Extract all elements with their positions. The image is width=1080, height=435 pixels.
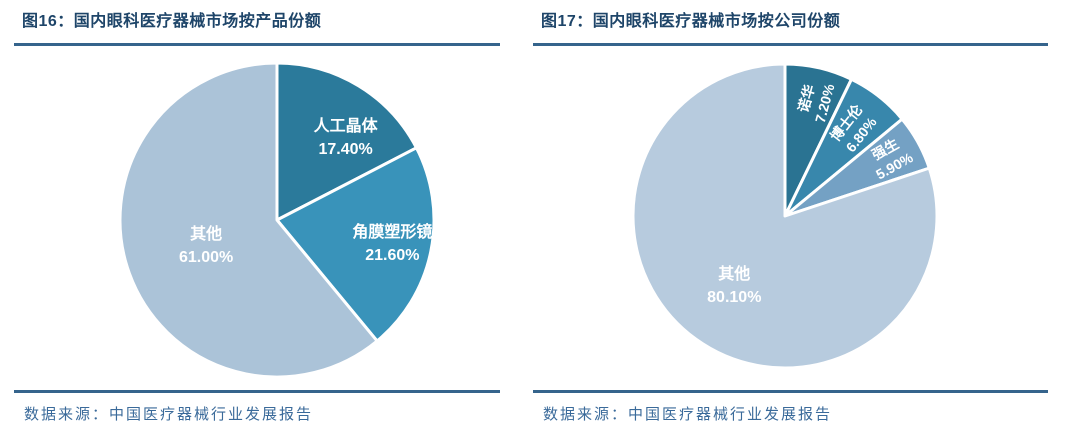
pie-slice-人工晶体	[275, 61, 418, 222]
pie-slice-角膜塑形镜	[275, 146, 436, 343]
figure-17-bottom-rule	[533, 390, 1048, 393]
figure-17-panel: 图17：国内眼科医疗器械市场按公司份额 诺华 7.20% 博士伦 6.80% 强生 5.9…	[533, 8, 1048, 424]
pie-slice-其他	[631, 62, 939, 370]
figure-16-pie-chart: 人工晶体 17.40% 角膜塑形镜 21.60% 其他 61.00%	[14, 46, 500, 390]
figure-16-title: 图16：国内眼科医疗器械市场按产品份额	[22, 13, 322, 30]
figure-16-bottom-rule	[14, 390, 500, 393]
figure-16-panel: 图16：国内眼科医疗器械市场按产品份额 人工晶体 17.40% 角膜塑形镜 21.60…	[14, 8, 500, 424]
figure-17-top-rule	[533, 43, 1048, 46]
figure-17-source: 数据来源：中国医疗器械行业发展报告	[543, 407, 833, 423]
figure-17-pie-chart: 诺华 7.20% 博士伦 6.80% 强生 5.90% 其他 80.10%	[533, 46, 1048, 390]
figure-17-pie-svg	[631, 62, 939, 370]
figure-16-pie-svg	[118, 61, 436, 379]
figure-16-top-rule	[14, 43, 500, 46]
figure-17-title: 图17：国内眼科医疗器械市场按公司份额	[541, 13, 841, 30]
pie-slice-其他	[118, 61, 379, 379]
figure-16-source: 数据来源：中国医疗器械行业发展报告	[24, 407, 314, 423]
